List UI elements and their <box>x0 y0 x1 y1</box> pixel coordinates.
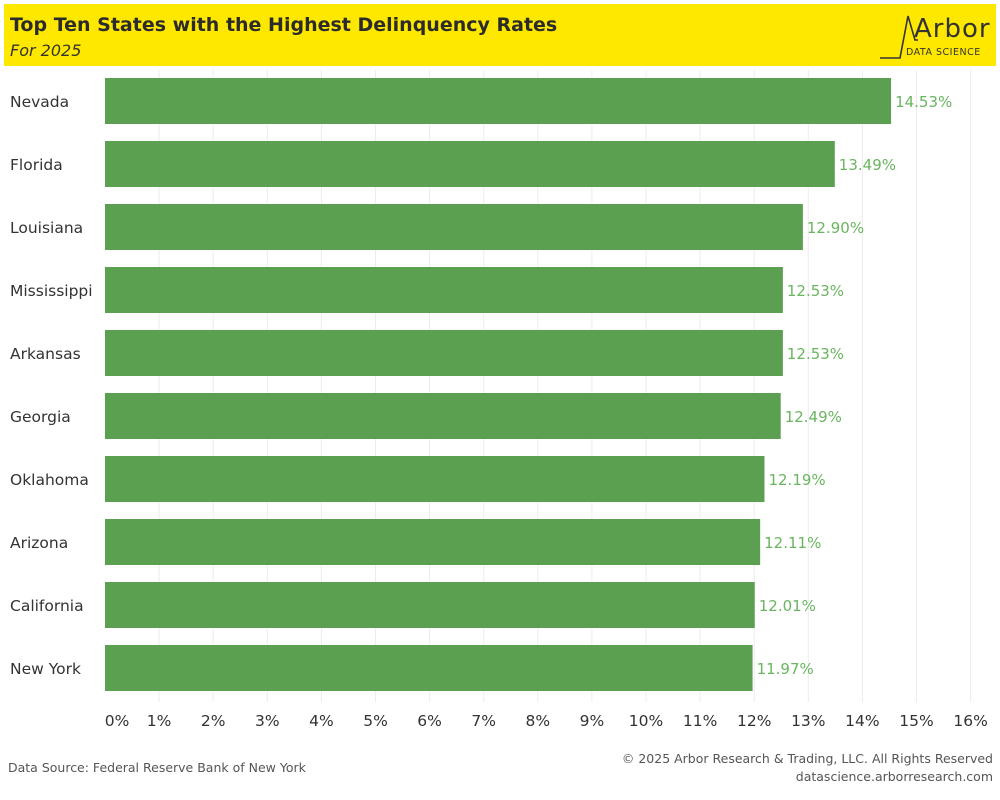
bar-new-york <box>105 645 753 691</box>
category-label: Mississippi <box>10 282 93 300</box>
copyright-text: © 2025 Arbor Research & Trading, LLC. Al… <box>621 751 993 766</box>
value-label: 12.19% <box>768 471 825 489</box>
chart-title: Top Ten States with the Highest Delinque… <box>10 14 558 36</box>
value-label: 12.53% <box>787 345 844 363</box>
category-label: New York <box>10 660 81 678</box>
bar-florida <box>105 141 835 187</box>
category-labels: Nevada Florida Louisiana Mississippi Arkansa… <box>10 93 93 678</box>
x-tick-label: 7% <box>471 712 496 730</box>
bars <box>105 78 892 691</box>
x-tick-label: 16% <box>953 712 987 730</box>
x-tick-label: 6% <box>417 712 442 730</box>
value-labels: 14.53% 13.49% 12.90% 12.53% 12.53% 12.49% 12.1… <box>757 93 953 678</box>
bar-arkansas <box>105 330 783 376</box>
category-label: Georgia <box>10 408 71 426</box>
category-label: Arizona <box>10 534 68 552</box>
x-tick-label: 13% <box>791 712 825 730</box>
bar-california <box>105 582 755 628</box>
x-tick-label: 12% <box>737 712 771 730</box>
bar-louisiana <box>105 204 803 250</box>
title-banner: Top Ten States with the Highest Delinque… <box>4 4 996 66</box>
value-label: 12.01% <box>759 597 816 615</box>
x-tick-label: 5% <box>363 712 388 730</box>
website-text: datascience.arborresearch.com <box>795 769 993 784</box>
x-tick-label: 2% <box>201 712 226 730</box>
x-tick-label: 0% <box>105 712 130 730</box>
chart-subtitle: For 2025 <box>10 41 82 60</box>
value-label: 12.11% <box>764 534 821 552</box>
category-label: Florida <box>10 156 63 174</box>
value-label: 12.90% <box>807 219 864 237</box>
category-label: Arkansas <box>10 345 81 363</box>
x-tick-label: 14% <box>845 712 879 730</box>
category-label: California <box>10 597 84 615</box>
x-tick-label: 4% <box>309 712 334 730</box>
logo-wordmark: Arbor <box>914 14 991 44</box>
logo-tagline: DATA SCIENCE <box>906 47 981 58</box>
x-tick-label: 15% <box>899 712 933 730</box>
bar-nevada <box>105 78 892 124</box>
bar-chart: Nevada Florida Louisiana Mississippi Arkansa… <box>10 70 988 730</box>
bar-oklahoma <box>105 456 765 502</box>
x-tick-label: 11% <box>683 712 717 730</box>
category-label: Nevada <box>10 93 69 111</box>
value-label: 12.53% <box>787 282 844 300</box>
arbor-logo: Arbor DATA SCIENCE <box>874 10 991 64</box>
value-label: 12.49% <box>785 408 842 426</box>
arbor-logo-mark-icon <box>880 15 918 59</box>
bar-georgia <box>105 393 781 439</box>
x-tick-label: 3% <box>255 712 280 730</box>
x-tick-label: 8% <box>526 712 551 730</box>
bar-mississippi <box>105 267 783 313</box>
x-tick-label: 9% <box>580 712 605 730</box>
value-label: 13.49% <box>839 156 896 174</box>
category-label: Louisiana <box>10 219 83 237</box>
x-tick-label: 1% <box>147 712 172 730</box>
x-tick-label: 10% <box>629 712 663 730</box>
footer-credits: © 2025 Arbor Research & Trading, LLC. Al… <box>622 750 993 786</box>
data-source: Data Source: Federal Reserve Bank of New… <box>8 760 306 775</box>
value-label: 14.53% <box>895 93 952 111</box>
bar-arizona <box>105 519 761 565</box>
value-label: 11.97% <box>757 660 814 678</box>
category-label: Oklahoma <box>10 471 89 489</box>
x-axis-ticks: 0% 1% 2% 3% 4% 5% 6% 7% 8% 9% 10% 11% 12% 13% 14% 15% 16… <box>105 712 988 730</box>
